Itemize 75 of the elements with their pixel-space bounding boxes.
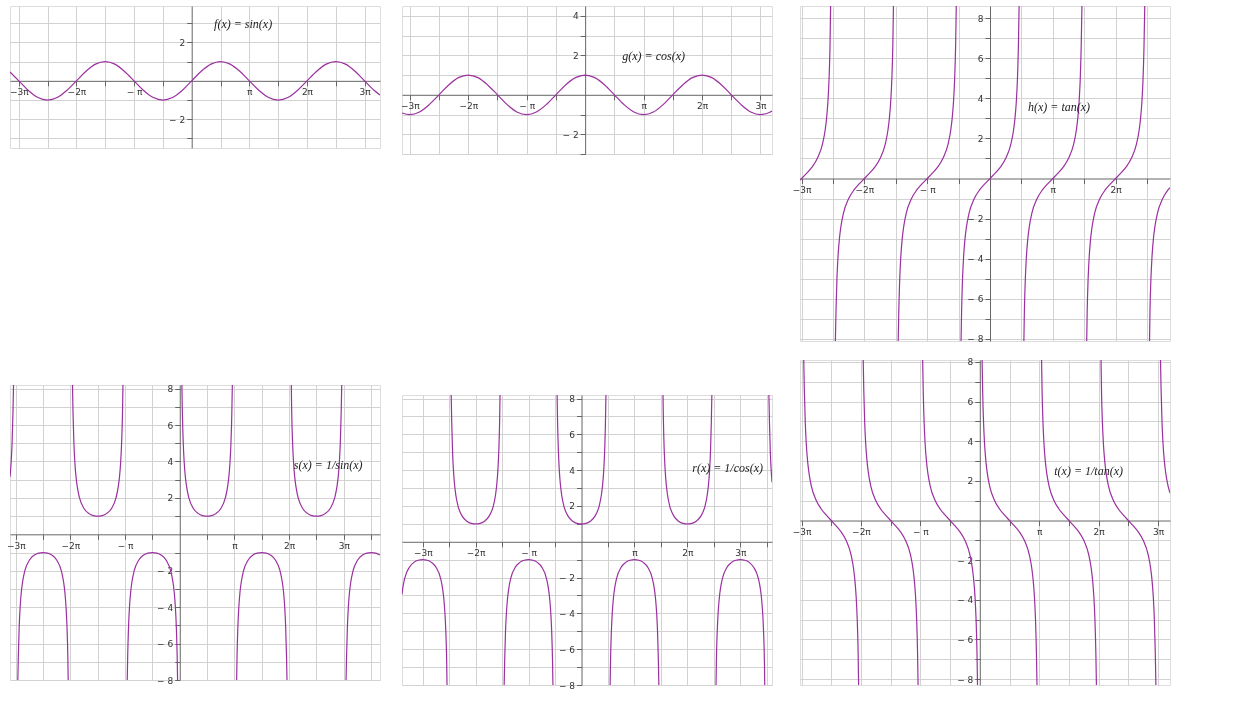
y-tick-label: 2 <box>967 476 974 487</box>
y-tick-label: − 8 <box>967 334 984 345</box>
y-tick-label: − 6 <box>558 644 576 655</box>
y-tick-label: 2 <box>179 37 186 48</box>
x-tick-label: 2π <box>682 548 695 559</box>
y-tick-label: 6 <box>569 429 576 440</box>
y-tick-label: − 4 <box>558 608 576 619</box>
y-tick-label: 2 <box>167 493 174 504</box>
x-tick-label: 3π <box>755 101 768 112</box>
y-tick-label: − 4 <box>967 254 984 265</box>
x-tick-label: −2π <box>459 101 479 112</box>
x-tick-label: π <box>1050 185 1057 196</box>
y-tick-label: − 8 <box>157 675 174 686</box>
x-tick-label: − π <box>126 87 144 98</box>
y-tick-label: − 2 <box>169 114 186 125</box>
y-tick-label: 8 <box>967 357 974 368</box>
x-tick-label: π <box>232 540 239 551</box>
x-tick-label: −3π <box>6 540 27 551</box>
x-tick-label: −2π <box>855 185 875 196</box>
x-tick-label: −2π <box>852 527 872 538</box>
y-tick-label: 4 <box>167 456 174 467</box>
y-tick-label: 6 <box>977 53 984 64</box>
x-tick-label: π <box>641 101 648 112</box>
x-tick-label: −3π <box>400 101 421 112</box>
x-tick-label: − π <box>912 527 930 538</box>
x-tick-label: π <box>1037 527 1044 538</box>
x-tick-label: 3π <box>338 540 351 551</box>
annotation: f(x) = sin(x) <box>214 17 273 32</box>
x-tick-label: − π <box>919 185 937 196</box>
y-tick-label: 4 <box>572 11 579 22</box>
y-tick-label: − 2 <box>157 566 174 577</box>
x-tick-label: 3π <box>1153 527 1165 538</box>
x-tick-label: − π <box>117 540 135 551</box>
x-tick-label: 2π <box>301 87 314 98</box>
x-tick-label: − π <box>521 548 538 559</box>
y-tick-label: 2 <box>977 133 984 144</box>
x-tick-label: −2π <box>61 540 81 551</box>
y-tick-label: − 6 <box>157 639 174 650</box>
x-tick-label: −2π <box>466 548 487 559</box>
x-tick-label: −3π <box>9 87 30 98</box>
y-tick-label: 2 <box>569 501 576 512</box>
x-tick-label: −3π <box>792 527 812 538</box>
x-tick-label: 2π <box>1093 527 1106 538</box>
x-tick-label: −3π <box>413 548 434 559</box>
x-tick-label: −3π <box>792 185 813 196</box>
y-tick-label: − 6 <box>957 634 974 645</box>
y-tick-label: 4 <box>967 436 974 447</box>
y-tick-label: 4 <box>977 93 984 104</box>
y-tick-label: 4 <box>569 465 576 476</box>
y-tick-label: − 8 <box>558 680 576 691</box>
y-tick-label: 6 <box>967 397 974 408</box>
x-tick-label: 2π <box>284 540 296 551</box>
y-tick-label: 8 <box>167 384 174 395</box>
x-tick-label: 3π <box>359 87 372 98</box>
x-tick-label: 2π <box>1110 185 1123 196</box>
line-series <box>402 74 772 116</box>
y-tick-label: − 4 <box>157 602 174 613</box>
x-tick-label: − π <box>519 101 536 112</box>
y-tick-label: 2 <box>572 50 579 61</box>
x-tick-label: π <box>632 548 639 559</box>
y-tick-label: − 2 <box>967 214 984 225</box>
y-tick-label: 8 <box>977 13 984 24</box>
y-tick-label: − 2 <box>558 573 576 584</box>
y-tick-label: − 6 <box>967 294 984 305</box>
annotation: g(x) = cos(x) <box>622 49 685 64</box>
x-tick-label: −2π <box>67 87 87 98</box>
y-tick-label: − 4 <box>957 595 974 606</box>
y-tick-label: 6 <box>167 420 174 431</box>
y-tick-label: 8 <box>569 394 576 405</box>
y-tick-label: − 2 <box>562 129 579 140</box>
y-tick-label: − 8 <box>957 674 974 685</box>
x-tick-label: 2π <box>696 101 709 112</box>
x-tick-label: 3π <box>735 548 747 559</box>
line-series <box>10 61 380 101</box>
x-tick-label: π <box>247 87 254 98</box>
